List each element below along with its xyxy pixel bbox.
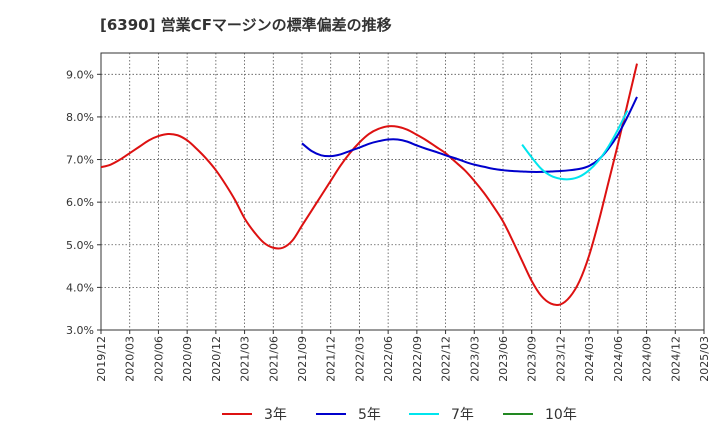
y-tick-label: 4.0% bbox=[66, 281, 94, 294]
y-tick-label: 5.0% bbox=[66, 239, 94, 252]
x-tick-label: 2019/12 bbox=[95, 336, 108, 382]
x-tick-label: 2020/06 bbox=[152, 336, 165, 382]
x-tick-label: 2022/06 bbox=[382, 336, 395, 382]
x-tick-label: 2024/06 bbox=[612, 336, 625, 382]
legend-label-2: 7年 bbox=[451, 407, 474, 423]
y-tick-label: 7.0% bbox=[66, 154, 94, 167]
y-axis: 3.0% 4.0% 5.0% 6.0% 7.0% 8.0% 9.0% bbox=[66, 68, 101, 337]
legend-label-3: 10年 bbox=[545, 407, 577, 423]
x-tick-label: 2020/12 bbox=[210, 336, 223, 382]
legend-label-1: 5年 bbox=[358, 407, 381, 423]
series-line-0 bbox=[100, 63, 638, 307]
legend: 3年 5年 7年 10年 bbox=[222, 407, 577, 423]
legend-label-0: 3年 bbox=[264, 407, 287, 423]
x-tick-label: 2023/09 bbox=[526, 336, 539, 382]
x-tick-label: 2023/06 bbox=[497, 336, 510, 382]
x-axis: 2019/12 2020/03 2020/06 2020/09 2020/12 2021/… bbox=[95, 330, 711, 382]
x-tick-label: 2021/12 bbox=[325, 336, 338, 382]
x-tick-label: 2022/09 bbox=[411, 336, 424, 382]
x-tick-label: 2021/03 bbox=[239, 336, 252, 382]
x-tick-label: 2025/03 bbox=[698, 336, 711, 382]
x-tick-label: 2024/03 bbox=[583, 336, 596, 382]
series-line-1 bbox=[301, 96, 638, 173]
x-tick-label: 2021/09 bbox=[296, 336, 309, 382]
series-line-2 bbox=[521, 110, 629, 181]
plot-frame bbox=[100, 52, 705, 331]
grid-layer bbox=[101, 53, 704, 330]
y-tick-label: 6.0% bbox=[66, 196, 94, 209]
y-tick-label: 3.0% bbox=[66, 324, 94, 337]
x-tick-label: 2021/06 bbox=[267, 336, 280, 382]
x-tick-label: 2023/12 bbox=[554, 336, 567, 382]
x-tick-label: 2023/03 bbox=[468, 336, 481, 382]
x-tick-label: 2020/09 bbox=[181, 336, 194, 382]
y-tick-label: 9.0% bbox=[66, 68, 94, 81]
x-tick-label: 2024/09 bbox=[641, 336, 654, 382]
y-tick-label: 8.0% bbox=[66, 111, 94, 124]
x-tick-label: 2022/12 bbox=[440, 336, 453, 382]
x-tick-label: 2020/03 bbox=[124, 336, 137, 382]
chart-title: [6390] 営業CFマージンの標準偏差の推移 bbox=[100, 16, 392, 34]
x-tick-label: 2022/03 bbox=[353, 336, 366, 382]
series-layer bbox=[100, 63, 638, 307]
x-tick-label: 2024/12 bbox=[669, 336, 682, 382]
